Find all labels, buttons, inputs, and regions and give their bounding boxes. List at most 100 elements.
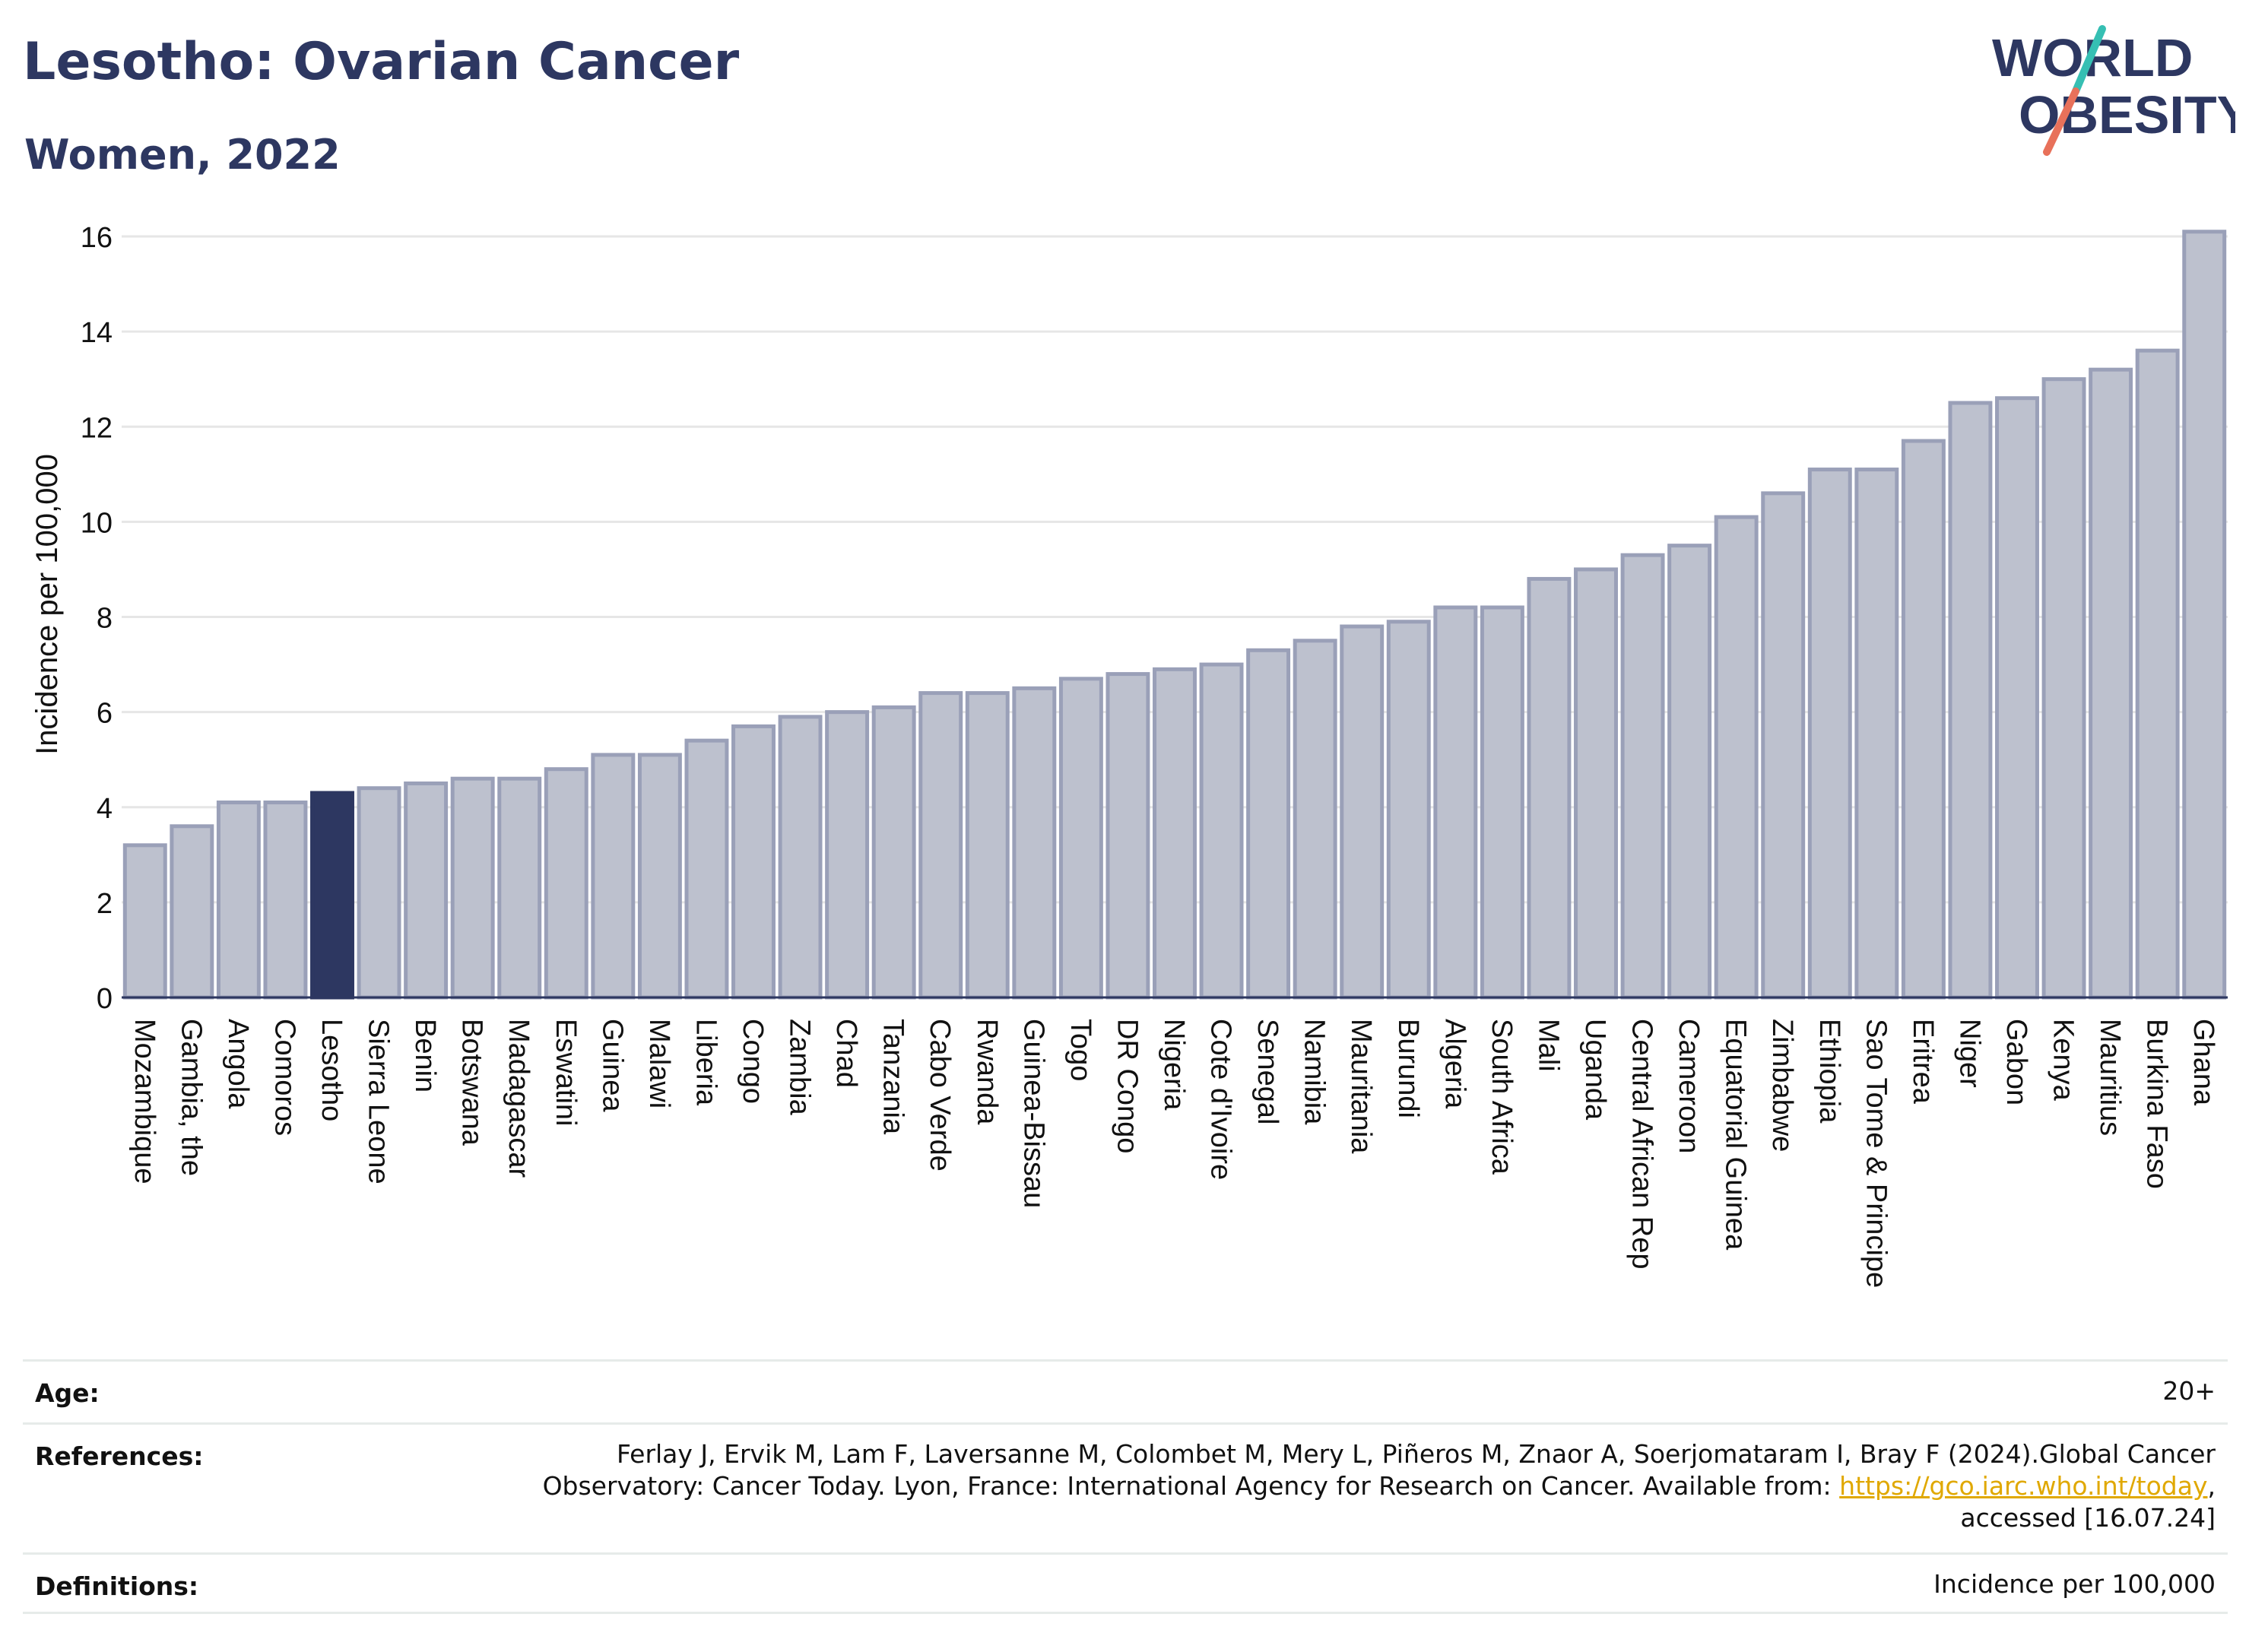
bar xyxy=(2089,367,2133,1000)
page-title: Lesotho: Ovarian Cancer xyxy=(23,32,740,92)
logo-slash-coral xyxy=(2043,87,2079,156)
info-table-bottom-border xyxy=(23,1612,2228,1614)
x-tick-label: Zimbabwe xyxy=(1766,1019,1798,1152)
y-tick-label: 10 xyxy=(81,507,113,539)
definitions-label: Definitions: xyxy=(35,1571,199,1601)
bar xyxy=(357,786,401,1000)
bar xyxy=(310,791,354,1000)
bar xyxy=(544,767,588,1000)
x-tick-label: Comoros xyxy=(268,1019,300,1136)
x-tick-label: Gabon xyxy=(2000,1019,2032,1105)
x-tick-label: Rwanda xyxy=(971,1019,1003,1125)
definitions-value: Incidence per 100,000 xyxy=(1933,1569,2216,1599)
x-tick-label: Mozambique xyxy=(128,1019,160,1184)
y-tick-label: 2 xyxy=(97,888,113,920)
references-line-2: Observatory: Cancer Today. Lyon, France:… xyxy=(543,1470,2216,1502)
info-table: Age: 20+ References: Ferlay J, Ervik M, … xyxy=(23,1359,2228,1619)
bar xyxy=(1901,439,1946,1000)
world-obesity-logo: WORLD OBESITY xyxy=(1992,25,2235,156)
references-value: Ferlay J, Ervik M, Lam F, Laversanne M, … xyxy=(543,1438,2216,1534)
info-row-references: References: Ferlay J, Ervik M, Lam F, La… xyxy=(23,1422,2228,1552)
bar xyxy=(1480,605,1524,1000)
bar xyxy=(1667,544,1712,1000)
x-tick-label: Gambia, the xyxy=(175,1019,207,1176)
x-tick-label: Mali xyxy=(1532,1019,1564,1072)
references-link[interactable]: https://gco.iarc.who.int/today xyxy=(1839,1471,2208,1501)
x-tick-label: Central African Rep xyxy=(1626,1019,1658,1270)
y-tick-label: 4 xyxy=(97,793,113,825)
references-line-3: accessed [16.07.24] xyxy=(1960,1503,2216,1533)
bar xyxy=(1293,639,1337,1000)
references-line-2-prefix: Observatory: Cancer Today. Lyon, France:… xyxy=(542,1471,1840,1501)
bar xyxy=(1433,605,1478,1000)
bar xyxy=(778,715,823,1000)
x-tick-label: Uganda xyxy=(1579,1019,1611,1121)
references-label: References: xyxy=(35,1441,204,1471)
x-tick-label: Namibia xyxy=(1299,1019,1331,1125)
x-tick-label: Ghana xyxy=(2187,1019,2219,1106)
x-tick-label: South Africa xyxy=(1486,1019,1518,1175)
bar xyxy=(2135,348,2180,1000)
age-label: Age: xyxy=(35,1378,100,1408)
bar xyxy=(1527,576,1572,1000)
bar xyxy=(591,753,636,1000)
bar xyxy=(170,824,214,1000)
bar xyxy=(1854,468,1899,1000)
y-tick-label: 16 xyxy=(81,222,113,254)
x-tick-label: Madagascar xyxy=(503,1019,534,1178)
bar xyxy=(1807,468,1852,1000)
x-tick-label: Chad xyxy=(830,1019,862,1088)
page-subtitle: Women, 2022 xyxy=(24,131,341,179)
x-tick-label: Liberia xyxy=(690,1019,722,1106)
x-tick-label: Eswatini xyxy=(550,1019,582,1127)
bar xyxy=(1246,648,1291,1000)
bar-chart: 0 2 4 6 8 10 12 14 16 Mozambique Gambia, the Angola… xyxy=(30,222,2228,1288)
x-tick-label: Equatorial Guinea xyxy=(1720,1019,1752,1251)
x-tick-label: Mauritius xyxy=(2094,1019,2126,1136)
x-tick-label: Tanzania xyxy=(877,1019,909,1135)
y-axis-label: Incidence per 100,000 xyxy=(30,454,64,755)
bar xyxy=(1386,620,1431,1000)
x-tick-label: Sao Tome & Principe xyxy=(1860,1019,1892,1288)
x-tick-label: Nigeria xyxy=(1158,1019,1190,1111)
bar xyxy=(1714,515,1759,1000)
references-line-1: Ferlay J, Ervik M, Lam F, Laversanne M, … xyxy=(616,1439,2216,1469)
x-tick-label: Benin xyxy=(409,1019,441,1092)
y-tick-label: 12 xyxy=(81,412,113,444)
bar xyxy=(871,705,916,1000)
x-tick-label: Eritrea xyxy=(1907,1019,1939,1105)
bar xyxy=(1058,677,1103,1000)
y-tick-label: 6 xyxy=(97,698,113,730)
x-tick-label: Mauritania xyxy=(1345,1019,1377,1154)
bar xyxy=(450,776,495,1000)
age-value: 20+ xyxy=(2162,1376,2216,1406)
bar xyxy=(216,800,261,1000)
bar xyxy=(2041,377,2086,1000)
bars xyxy=(122,230,2227,1000)
bar xyxy=(1012,686,1057,1000)
x-tick-label: Togo xyxy=(1064,1019,1096,1081)
y-tick-label: 0 xyxy=(97,983,113,1015)
bar xyxy=(2182,230,2227,1000)
x-tick-label: Niger xyxy=(1953,1019,1985,1088)
x-tick-label: Lesotho xyxy=(316,1019,347,1121)
bar xyxy=(404,781,449,1000)
bar xyxy=(1340,624,1385,1000)
bar xyxy=(122,843,167,1000)
x-tick-label: Sierra Leone xyxy=(363,1019,395,1184)
bar xyxy=(1995,396,2039,1000)
y-tick-label: 8 xyxy=(97,603,113,635)
bar xyxy=(1620,553,1665,1000)
x-tick-label: Congo xyxy=(737,1019,769,1104)
axes: 0 2 4 6 8 10 12 14 16 Mozambique Gambia, the Angola… xyxy=(81,222,2228,1288)
bar xyxy=(918,691,963,1000)
x-tick-label: Guinea-Bissau xyxy=(1017,1019,1049,1208)
bar xyxy=(1199,662,1244,1000)
logo-slash-teal xyxy=(2072,25,2106,95)
info-row-age: Age: 20+ xyxy=(23,1359,2228,1422)
x-tick-label: Kenya xyxy=(2048,1019,2079,1102)
x-tick-label: Burkina Faso xyxy=(2141,1019,2173,1189)
bar xyxy=(1153,667,1197,1000)
x-tick-label: Botswana xyxy=(456,1019,488,1146)
x-tick-label: Algeria xyxy=(1439,1019,1470,1109)
